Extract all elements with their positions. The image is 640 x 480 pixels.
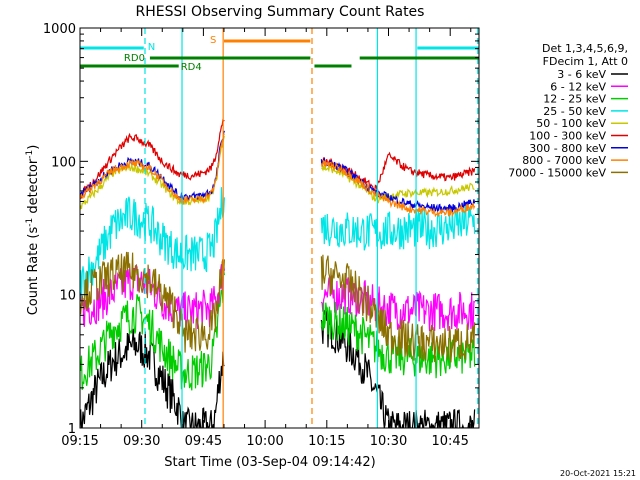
series-line-2-2 — [320, 275, 476, 332]
y-axis-label-main: Count Rate (s — [26, 227, 41, 316]
y-tick-label: 1 — [68, 422, 76, 437]
series-line-4-1 — [80, 187, 225, 300]
y-axis-label-mid: detector — [26, 158, 41, 218]
legend-entry-label: 3 - 6 keV — [557, 68, 606, 81]
legend: Det 1,3,4,5,6,9, FDecim 1, Att 0 3 - 6 k… — [508, 42, 628, 179]
legend-entry-label: 12 - 25 keV — [543, 93, 606, 106]
legend-entry-label: 100 - 300 keV — [529, 130, 606, 143]
legend-header-decimation: FDecim 1, Att 0 — [543, 55, 628, 68]
series-line-8-2 — [320, 160, 476, 218]
series-line-6-1 — [80, 118, 225, 200]
x-tick-label: 10:45 — [431, 434, 468, 449]
y-axis-label-sup2: -1 — [25, 150, 35, 159]
series-line-9-1 — [80, 251, 225, 353]
plot-clipped-group — [80, 28, 479, 428]
x-tick-label: 09:30 — [123, 434, 160, 449]
x-tick-label: 09:45 — [185, 434, 222, 449]
chart-title: RHESSI Observing Summary Count Rates — [136, 4, 425, 20]
x-tick-label: 09:15 — [61, 434, 98, 449]
y-tick-label: 100 — [51, 155, 76, 170]
x-tick-label: 10:00 — [246, 434, 283, 449]
plot-frame — [79, 27, 480, 429]
plot-area: N S RD0 RD4 — [80, 28, 479, 428]
x-axis-label: Start Time (03-Sep-04 09:14:42) — [164, 455, 375, 470]
series-line-9-2 — [320, 254, 476, 363]
y-axis-label: Count Rate (s-1 detector-1) — [25, 145, 41, 316]
series-line-7-1 — [80, 130, 225, 202]
legend-header-detectors: Det 1,3,4,5,6,9, — [542, 42, 628, 55]
x-tick-label: 10:15 — [308, 434, 345, 449]
legend-entry-label: 25 - 50 keV — [543, 105, 606, 118]
legend-entry-label: 6 - 12 keV — [550, 80, 606, 93]
legend-entry-label: 7000 - 15000 keV — [508, 166, 606, 179]
y-axis-label-sup1: -1 — [25, 218, 35, 227]
flag-label-s: S — [210, 35, 216, 46]
legend-entry-label: 800 - 7000 keV — [522, 154, 606, 167]
y-axis-label-end: ) — [26, 145, 41, 150]
flag-label-n: N — [148, 42, 155, 53]
legend-entry-label: 50 - 100 keV — [536, 117, 606, 130]
series-line-3-1 — [80, 270, 225, 391]
flag-label-rd4: RD4 — [181, 62, 202, 73]
series-line-1-2 — [320, 309, 476, 428]
y-tick-label: 10 — [59, 289, 76, 304]
series-line-4-2 — [320, 204, 476, 251]
date-stamp: 20-Oct-2021 15:21 — [560, 469, 636, 478]
series-line-1-1 — [80, 328, 225, 428]
y-tick-label: 1000 — [43, 22, 76, 37]
axes: 09:15 09:30 09:45 10:00 10:15 10:30 10:45 1 10 10… — [43, 22, 480, 449]
x-tick-label: 10:30 — [370, 434, 407, 449]
legend-entry-label: 300 - 800 keV — [529, 142, 606, 155]
series-line-8-1 — [80, 133, 225, 206]
flag-label-rd0: RD0 — [124, 53, 145, 64]
